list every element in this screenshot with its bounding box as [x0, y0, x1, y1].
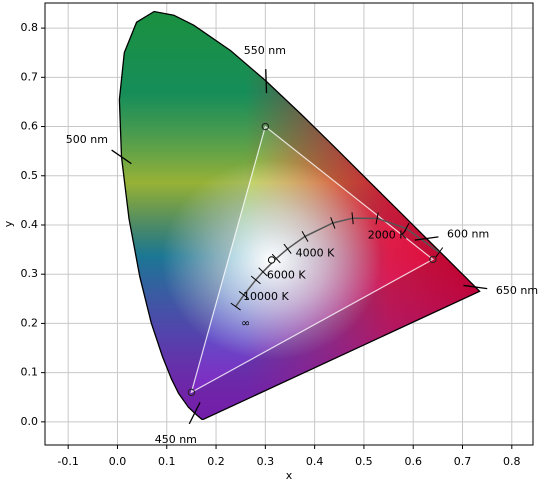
x-tick-label: 0.2 — [207, 455, 225, 468]
y-tick-label: 0.1 — [21, 366, 39, 379]
gamut-vertex — [187, 388, 196, 397]
planckian-tick — [230, 302, 241, 311]
temperature-label: ∞ — [241, 317, 250, 330]
plot-frame — [44, 2, 534, 446]
white-point — [267, 256, 276, 264]
gamut-vertex — [429, 255, 437, 264]
y-tick-label: 0.6 — [21, 120, 39, 133]
planckian-tick — [435, 247, 444, 258]
wavelength-label: 450 nm — [155, 433, 197, 446]
gamut-vertex — [261, 122, 270, 131]
temperature-label: 6000 K — [267, 269, 306, 282]
planckian-tick — [271, 253, 281, 264]
spectral-locus — [118, 10, 481, 421]
x-tick-label: 0.7 — [454, 455, 472, 468]
temperature-label: 4000 K — [296, 246, 335, 259]
y-axis-label: y — [2, 220, 15, 227]
planckian-tick — [330, 217, 336, 229]
planckian-tick — [351, 212, 354, 225]
x-tick-label: 0.6 — [404, 455, 422, 468]
wavelength-tick — [414, 236, 439, 241]
planckian-tick — [238, 291, 249, 300]
planckian-tick — [402, 222, 410, 234]
wavelength-tick — [463, 284, 488, 290]
y-tick-label: 0.7 — [21, 70, 39, 83]
y-tick-label: 0.2 — [21, 316, 39, 329]
wavelength-tick — [188, 402, 201, 425]
wavelength-tick — [265, 69, 268, 94]
x-tick-label: 0.5 — [355, 455, 373, 468]
wavelength-label: 500 nm — [66, 133, 108, 146]
temperature-label: 2000 K — [368, 228, 407, 241]
planckian-tick — [283, 243, 292, 254]
x-tick-label: -0.1 — [57, 455, 78, 468]
y-tick-label: 0.5 — [21, 169, 39, 182]
color-fill — [119, 11, 480, 420]
wavelength-label: 600 nm — [447, 227, 489, 240]
planckian-tick — [301, 230, 309, 242]
planckian-tick — [250, 275, 261, 285]
gamut-triangle — [190, 125, 434, 394]
temperature-label: 10000 K — [243, 290, 289, 303]
x-axis-label: x — [286, 469, 293, 482]
x-tick-label: 0.1 — [158, 455, 176, 468]
y-tick-label: 0.8 — [21, 21, 39, 34]
x-tick-label: 0.3 — [257, 455, 275, 468]
planckian-locus — [235, 217, 440, 308]
y-tick-label: 0.4 — [21, 218, 39, 231]
x-tick-label: 0.0 — [109, 455, 127, 468]
wavelength-label: 550 nm — [244, 44, 286, 57]
out-of-gamut-shade — [119, 11, 480, 420]
x-tick-label: 0.8 — [503, 455, 521, 468]
y-tick-label: 0.0 — [21, 415, 39, 428]
wavelength-tick — [111, 149, 132, 165]
planckian-tick — [375, 212, 379, 225]
y-tick-label: 0.3 — [21, 267, 39, 280]
planckian-tick — [258, 267, 268, 277]
wavelength-label: 650 nm — [496, 284, 538, 297]
x-tick-label: 0.4 — [306, 455, 324, 468]
